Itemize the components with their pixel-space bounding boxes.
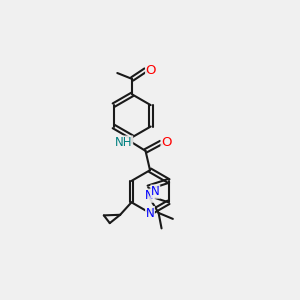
Text: N: N bbox=[151, 185, 160, 198]
Text: NH: NH bbox=[115, 136, 133, 149]
Text: O: O bbox=[146, 64, 156, 76]
Text: O: O bbox=[161, 136, 172, 149]
Text: N: N bbox=[146, 206, 154, 220]
Text: N: N bbox=[145, 189, 154, 202]
